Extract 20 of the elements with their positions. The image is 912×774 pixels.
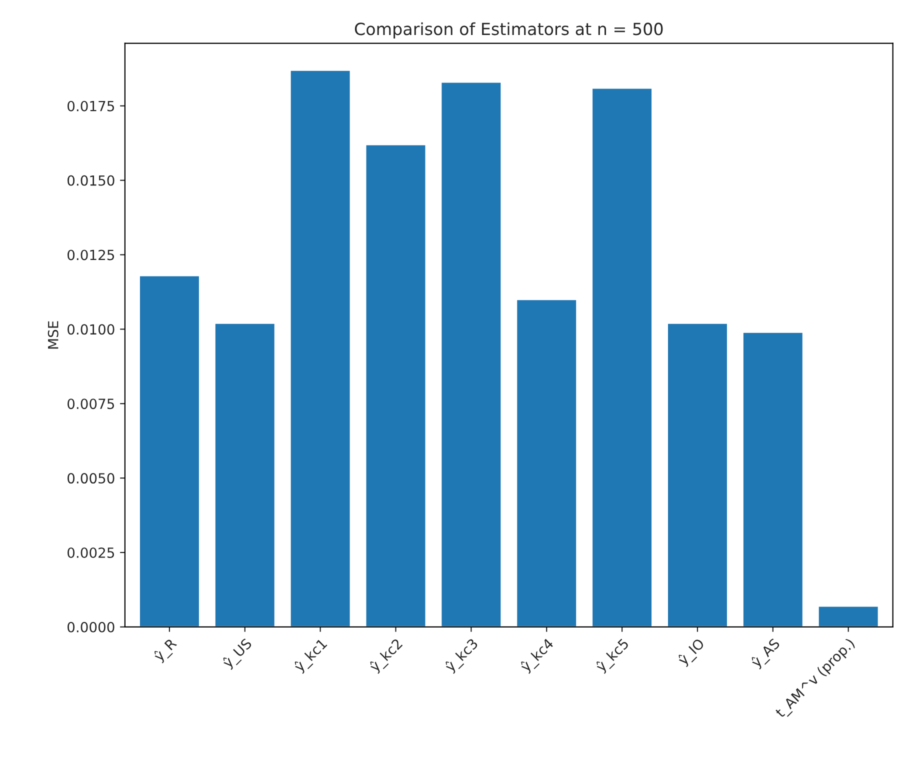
bar xyxy=(440,81,502,627)
y-tick-label: 0.0050 xyxy=(68,473,114,484)
bar xyxy=(666,322,728,627)
y-tick-label: 0.0125 xyxy=(68,250,114,260)
bar xyxy=(516,298,578,627)
y-tick-label: 0.0025 xyxy=(68,547,114,558)
y-tick-label: 0.0175 xyxy=(68,100,114,112)
bar xyxy=(817,605,880,627)
bar xyxy=(364,144,427,627)
bar xyxy=(289,69,352,627)
y-axis-title: MSE xyxy=(48,321,58,349)
chart-title: Comparison of Estimators at n = 500 xyxy=(354,22,663,38)
y-tick-label: 0.0150 xyxy=(68,175,114,186)
bar xyxy=(214,322,276,627)
bar xyxy=(591,87,653,627)
y-tick-label: 0.0000 xyxy=(68,622,114,632)
y-tick-label: 0.0075 xyxy=(68,398,114,410)
bar xyxy=(138,274,200,627)
y-tick-label: 0.0100 xyxy=(68,324,114,335)
bar xyxy=(742,331,804,627)
